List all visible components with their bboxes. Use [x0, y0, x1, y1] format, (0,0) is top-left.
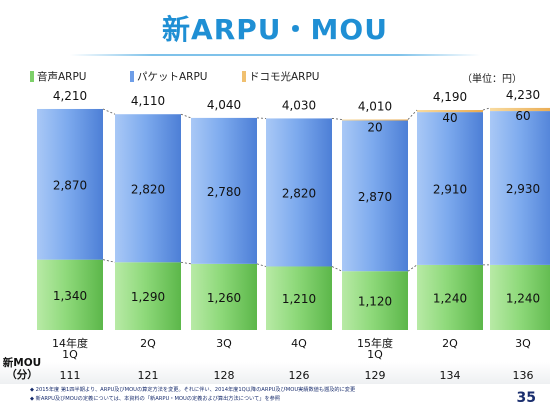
- mou-value: 136: [513, 369, 534, 382]
- voice-trend-connector: [180, 261, 192, 265]
- footnote-1: ◆ 2015年度 第1四半期より、ARPU及びMOUの算定方法を変更。それに伴い…: [30, 387, 356, 393]
- total-trend-connector: [331, 118, 343, 120]
- bar-segment-0-0: [37, 259, 103, 330]
- legend-swatch-packet: [130, 71, 134, 82]
- bar-segment-1-0: [37, 108, 103, 260]
- packet-value-label: 2,820: [282, 186, 316, 200]
- category-label: 4Q: [291, 337, 307, 350]
- hikari-value-label: 40: [442, 111, 457, 125]
- total-value-label: 4,230: [506, 88, 540, 102]
- total-trend-connector: [102, 108, 116, 115]
- bar-segment-2-5: [417, 110, 483, 113]
- voice-trend-connector: [256, 263, 267, 267]
- total-value-label: 4,040: [207, 98, 241, 112]
- bar-segment-0-5: [417, 264, 483, 330]
- bar-segment-2-4: [342, 119, 408, 121]
- legend-label-hikari: ドコモ光ARPU: [249, 71, 320, 83]
- legend-item-voice: 音声ARPU: [30, 69, 87, 84]
- bar-segment-1-3: [266, 118, 332, 267]
- packet-value-label: 2,780: [207, 185, 241, 199]
- total-trend-connector: [407, 109, 418, 120]
- total-value-label: 4,210: [53, 89, 87, 103]
- bar-segment-0-3: [266, 266, 332, 330]
- voice-value-label: 1,340: [53, 289, 87, 303]
- page-number: 35: [516, 390, 536, 406]
- total-value-label: 4,110: [131, 94, 165, 108]
- mou-value: 129: [365, 369, 386, 382]
- voice-value-label: 1,260: [207, 291, 241, 305]
- packet-value-label: 2,820: [131, 182, 165, 196]
- bar-segment-1-1: [115, 114, 181, 263]
- mou-value: 128: [214, 369, 235, 382]
- category-label: 15年度: [357, 336, 393, 350]
- bar-segment-0-6: [490, 264, 550, 330]
- mou-row-label: 新MOU （分）: [2, 357, 42, 381]
- slide-title: 新ARPU・MOU: [162, 13, 388, 46]
- legend-item-packet: パケットARPU: [130, 69, 208, 84]
- total-trend-connector: [482, 107, 491, 111]
- bar-segment-1-5: [417, 112, 483, 265]
- category-label: 2Q: [140, 337, 156, 350]
- mou-table-band: [0, 362, 550, 384]
- packet-value-label: 2,870: [358, 190, 392, 204]
- category-label: 3Q: [515, 337, 531, 350]
- mou-value: 111: [60, 369, 81, 382]
- packet-value-label: 2,910: [433, 183, 467, 197]
- total-value-label: 4,190: [433, 90, 467, 104]
- voice-trend-connector: [407, 264, 418, 272]
- mou-value: 121: [138, 369, 159, 382]
- category-label: 1Q: [62, 348, 78, 361]
- bar-segment-0-4: [342, 271, 408, 330]
- bar-segment-1-2: [191, 117, 257, 264]
- hikari-value-label: 60: [515, 109, 530, 123]
- voice-trend-connector: [102, 259, 116, 263]
- total-value-label: 4,030: [282, 98, 316, 112]
- legend-label-packet: パケットARPU: [137, 71, 208, 83]
- legend-swatch-hikari: [242, 71, 246, 82]
- category-label: 2Q: [442, 337, 458, 350]
- legend-item-hikari: ドコモ光ARPU: [242, 69, 320, 84]
- total-value-label: 4,010: [358, 99, 392, 113]
- mou-value: 134: [440, 369, 461, 382]
- voice-value-label: 1,240: [506, 291, 540, 305]
- unit-label: （単位：円）: [462, 74, 522, 85]
- bar-segment-1-6: [490, 111, 550, 265]
- category-label: 1Q: [367, 348, 383, 361]
- bar-segment-0-1: [115, 262, 181, 330]
- bar-segment-2-6: [490, 107, 550, 112]
- hikari-value-label: 20: [367, 120, 382, 134]
- bar-segment-1-4: [342, 120, 408, 272]
- total-trend-connector: [256, 117, 267, 119]
- voice-value-label: 1,120: [358, 295, 392, 309]
- packet-value-label: 2,870: [53, 178, 87, 192]
- category-label: 14年度: [52, 336, 88, 350]
- legend-label-voice: 音声ARPU: [37, 71, 87, 83]
- mou-value: 126: [289, 369, 310, 382]
- category-label: 3Q: [216, 337, 232, 350]
- voice-value-label: 1,210: [282, 292, 316, 306]
- voice-value-label: 1,290: [131, 290, 165, 304]
- total-trend-connector: [180, 113, 192, 119]
- title-underline: [70, 54, 480, 56]
- bar-segment-0-2: [191, 263, 257, 330]
- voice-value-label: 1,240: [433, 291, 467, 305]
- packet-value-label: 2,930: [506, 182, 540, 196]
- voice-trend-connector: [331, 266, 343, 272]
- footnote-2: ◆ 新ARPU及びMOUの定義については、本資料の「新ARPU・MOUの定義およ…: [30, 396, 281, 402]
- legend-swatch-voice: [30, 71, 34, 82]
